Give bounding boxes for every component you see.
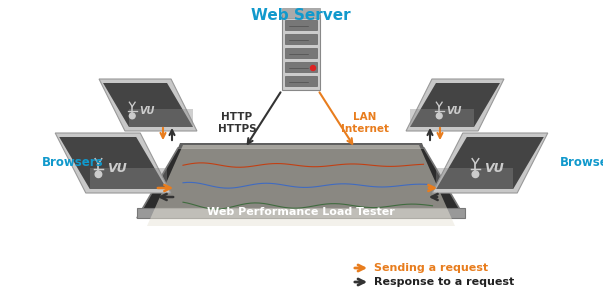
Polygon shape xyxy=(432,133,548,193)
FancyBboxPatch shape xyxy=(285,76,317,86)
Polygon shape xyxy=(137,208,465,218)
Text: Web Server: Web Server xyxy=(251,8,351,23)
Circle shape xyxy=(311,65,315,71)
FancyBboxPatch shape xyxy=(285,20,317,30)
Polygon shape xyxy=(59,137,167,189)
Polygon shape xyxy=(129,109,193,127)
Text: Browsers: Browsers xyxy=(560,157,603,169)
Polygon shape xyxy=(90,168,167,189)
Circle shape xyxy=(130,113,135,119)
Text: VU: VU xyxy=(484,162,504,175)
FancyBboxPatch shape xyxy=(285,48,317,58)
Text: Web Performance Load Tester: Web Performance Load Tester xyxy=(207,207,395,217)
Polygon shape xyxy=(103,83,193,127)
Polygon shape xyxy=(147,145,455,226)
FancyBboxPatch shape xyxy=(285,62,317,72)
Polygon shape xyxy=(99,79,197,131)
Polygon shape xyxy=(436,137,544,189)
Circle shape xyxy=(95,171,102,178)
FancyBboxPatch shape xyxy=(282,8,320,18)
Text: VU: VU xyxy=(446,106,462,116)
FancyBboxPatch shape xyxy=(285,34,317,44)
Circle shape xyxy=(472,171,479,178)
Text: Browsers: Browsers xyxy=(42,157,104,169)
FancyBboxPatch shape xyxy=(282,15,320,90)
Polygon shape xyxy=(410,83,500,127)
Polygon shape xyxy=(137,148,465,218)
Circle shape xyxy=(437,113,442,119)
Polygon shape xyxy=(410,109,474,127)
Text: Sending a request: Sending a request xyxy=(374,263,488,273)
Polygon shape xyxy=(406,79,504,131)
Text: Response to a request: Response to a request xyxy=(374,277,514,287)
Polygon shape xyxy=(55,133,171,193)
Text: VU: VU xyxy=(139,106,155,116)
Text: VU: VU xyxy=(107,162,127,175)
Text: HTTP
HTTPS: HTTP HTTPS xyxy=(218,112,256,134)
Text: LAN
Internet: LAN Internet xyxy=(341,112,389,134)
Polygon shape xyxy=(178,143,424,148)
Polygon shape xyxy=(436,168,513,189)
